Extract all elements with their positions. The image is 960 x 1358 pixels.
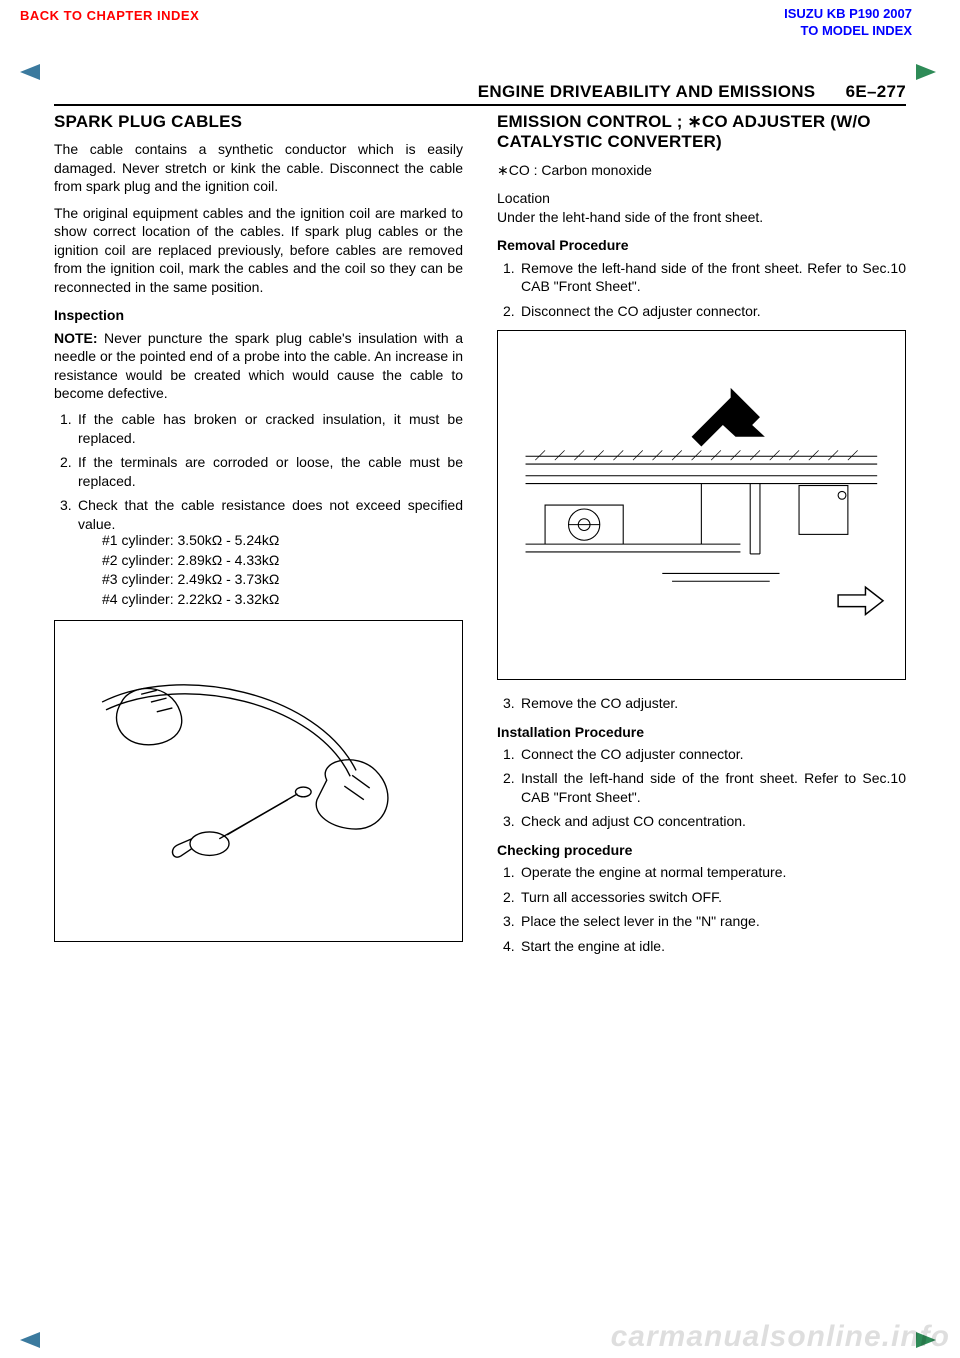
list-item: 3.Remove the CO adjuster. (497, 694, 906, 712)
check-step-4: Start the engine at idle. (521, 938, 665, 954)
header-title: ENGINE DRIVEABILITY AND EMISSIONS (478, 82, 816, 101)
location-text: Under the leht-hand side of the front sh… (497, 209, 763, 225)
model-link-line2: TO MODEL INDEX (801, 23, 912, 38)
co-footnote: ∗CO : Carbon monoxide (497, 161, 906, 179)
resistance-spec: #1 cylinder: 3.50kΩ - 5.24kΩ #2 cylinder… (78, 531, 463, 609)
prev-page-arrow-icon[interactable] (20, 64, 40, 80)
inspection-step-1: If the cable has broken or cracked insul… (78, 411, 463, 445)
removal-heading: Removal Procedure (497, 236, 906, 254)
installation-list: 1.Connect the CO adjuster connector. 2.I… (497, 745, 906, 831)
forward-direction-arrow-icon (838, 587, 883, 614)
removal-list: 1.Remove the left-hand side of the front… (497, 259, 906, 320)
to-model-index-link[interactable]: ISUZU KB P190 2007 TO MODEL INDEX (784, 6, 912, 40)
removal-step-1: Remove the left-hand side of the front s… (521, 260, 906, 294)
page-header: ENGINE DRIVEABILITY AND EMISSIONS 6E–277 (54, 82, 906, 106)
check-step-2: Turn all accessories switch OFF. (521, 889, 722, 905)
note-body: Never puncture the spark plug cable's in… (54, 330, 463, 401)
note-label: NOTE: (54, 330, 98, 346)
co-adjuster-illustration (506, 345, 897, 665)
next-page-arrow-bottom-icon[interactable] (916, 1332, 936, 1348)
prev-page-arrow-bottom-icon[interactable] (20, 1332, 40, 1348)
top-nav-bar: BACK TO CHAPTER INDEX ISUZU KB P190 2007… (0, 0, 960, 58)
checking-heading: Checking procedure (497, 841, 906, 859)
spark-plug-para2: The original equipment cables and the ig… (54, 204, 463, 296)
cable-hands-illustration (63, 633, 454, 927)
installation-heading: Installation Procedure (497, 723, 906, 741)
column-right: EMISSION CONTROL ; ∗CO ADJUSTER (W/O CAT… (497, 112, 906, 961)
inspection-heading: Inspection (54, 306, 463, 324)
location-label: Location (497, 190, 550, 206)
list-item: 2.Install the left-hand side of the fron… (497, 769, 906, 806)
inspection-note: NOTE: Never puncture the spark plug cabl… (54, 329, 463, 403)
section-title-emission: EMISSION CONTROL ; ∗CO ADJUSTER (W/O CAT… (497, 112, 906, 153)
spark-plug-para1: The cable contains a synthetic conductor… (54, 140, 463, 195)
list-item: 2.If the terminals are corroded or loose… (54, 453, 463, 490)
removal-step-2: Disconnect the CO adjuster connector. (521, 303, 761, 319)
model-link-line1: ISUZU KB P190 2007 (784, 6, 912, 21)
check-step-3: Place the select lever in the "N" range. (521, 913, 760, 929)
install-step-1: Connect the CO adjuster connector. (521, 746, 744, 762)
list-item: 3.Place the select lever in the "N" rang… (497, 912, 906, 930)
back-to-chapter-link[interactable]: BACK TO CHAPTER INDEX (20, 8, 199, 23)
spec-cyl2: #2 cylinder: 2.89kΩ - 4.33kΩ (102, 552, 279, 568)
next-page-arrow-icon[interactable] (916, 64, 936, 80)
figure-cable-hands (54, 620, 463, 942)
spec-cyl3: #3 cylinder: 2.49kΩ - 3.73kΩ (102, 571, 279, 587)
column-left: SPARK PLUG CABLES The cable contains a s… (54, 112, 463, 961)
callout-arrow-icon (692, 388, 765, 447)
removal-list-cont: 3.Remove the CO adjuster. (497, 694, 906, 712)
inspection-step-3: Check that the cable resistance does not… (78, 497, 463, 531)
list-item: 4.Start the engine at idle. (497, 937, 906, 955)
list-item: 1.Connect the CO adjuster connector. (497, 745, 906, 763)
list-item: 1.Remove the left-hand side of the front… (497, 259, 906, 296)
page-content: SPARK PLUG CABLES The cable contains a s… (54, 112, 906, 961)
list-item: 2.Turn all accessories switch OFF. (497, 888, 906, 906)
list-item: 1.Operate the engine at normal temperatu… (497, 863, 906, 881)
removal-step-3: Remove the CO adjuster. (521, 695, 678, 711)
section-title-spark-plug: SPARK PLUG CABLES (54, 112, 463, 132)
list-item: 3.Check and adjust CO concentration. (497, 812, 906, 830)
list-item: 2.Disconnect the CO adjuster connector. (497, 302, 906, 320)
location-para: Location Under the leht-hand side of the… (497, 189, 906, 226)
header-page-number: 6E–277 (846, 82, 906, 101)
check-step-1: Operate the engine at normal temperature… (521, 864, 786, 880)
list-item: 3.Check that the cable resistance does n… (54, 496, 463, 609)
checking-list: 1.Operate the engine at normal temperatu… (497, 863, 906, 955)
figure-co-adjuster (497, 330, 906, 680)
install-step-2: Install the left-hand side of the front … (521, 770, 906, 804)
list-item: 1.If the cable has broken or cracked ins… (54, 410, 463, 447)
inspection-list: 1.If the cable has broken or cracked ins… (54, 410, 463, 609)
spec-cyl1: #1 cylinder: 3.50kΩ - 5.24kΩ (102, 532, 279, 548)
inspection-step-2: If the terminals are corroded or loose, … (78, 454, 463, 488)
install-step-3: Check and adjust CO concentration. (521, 813, 746, 829)
spec-cyl4: #4 cylinder: 2.22kΩ - 3.32kΩ (102, 591, 279, 607)
watermark-text: carmanualsonline.info (611, 1320, 950, 1354)
